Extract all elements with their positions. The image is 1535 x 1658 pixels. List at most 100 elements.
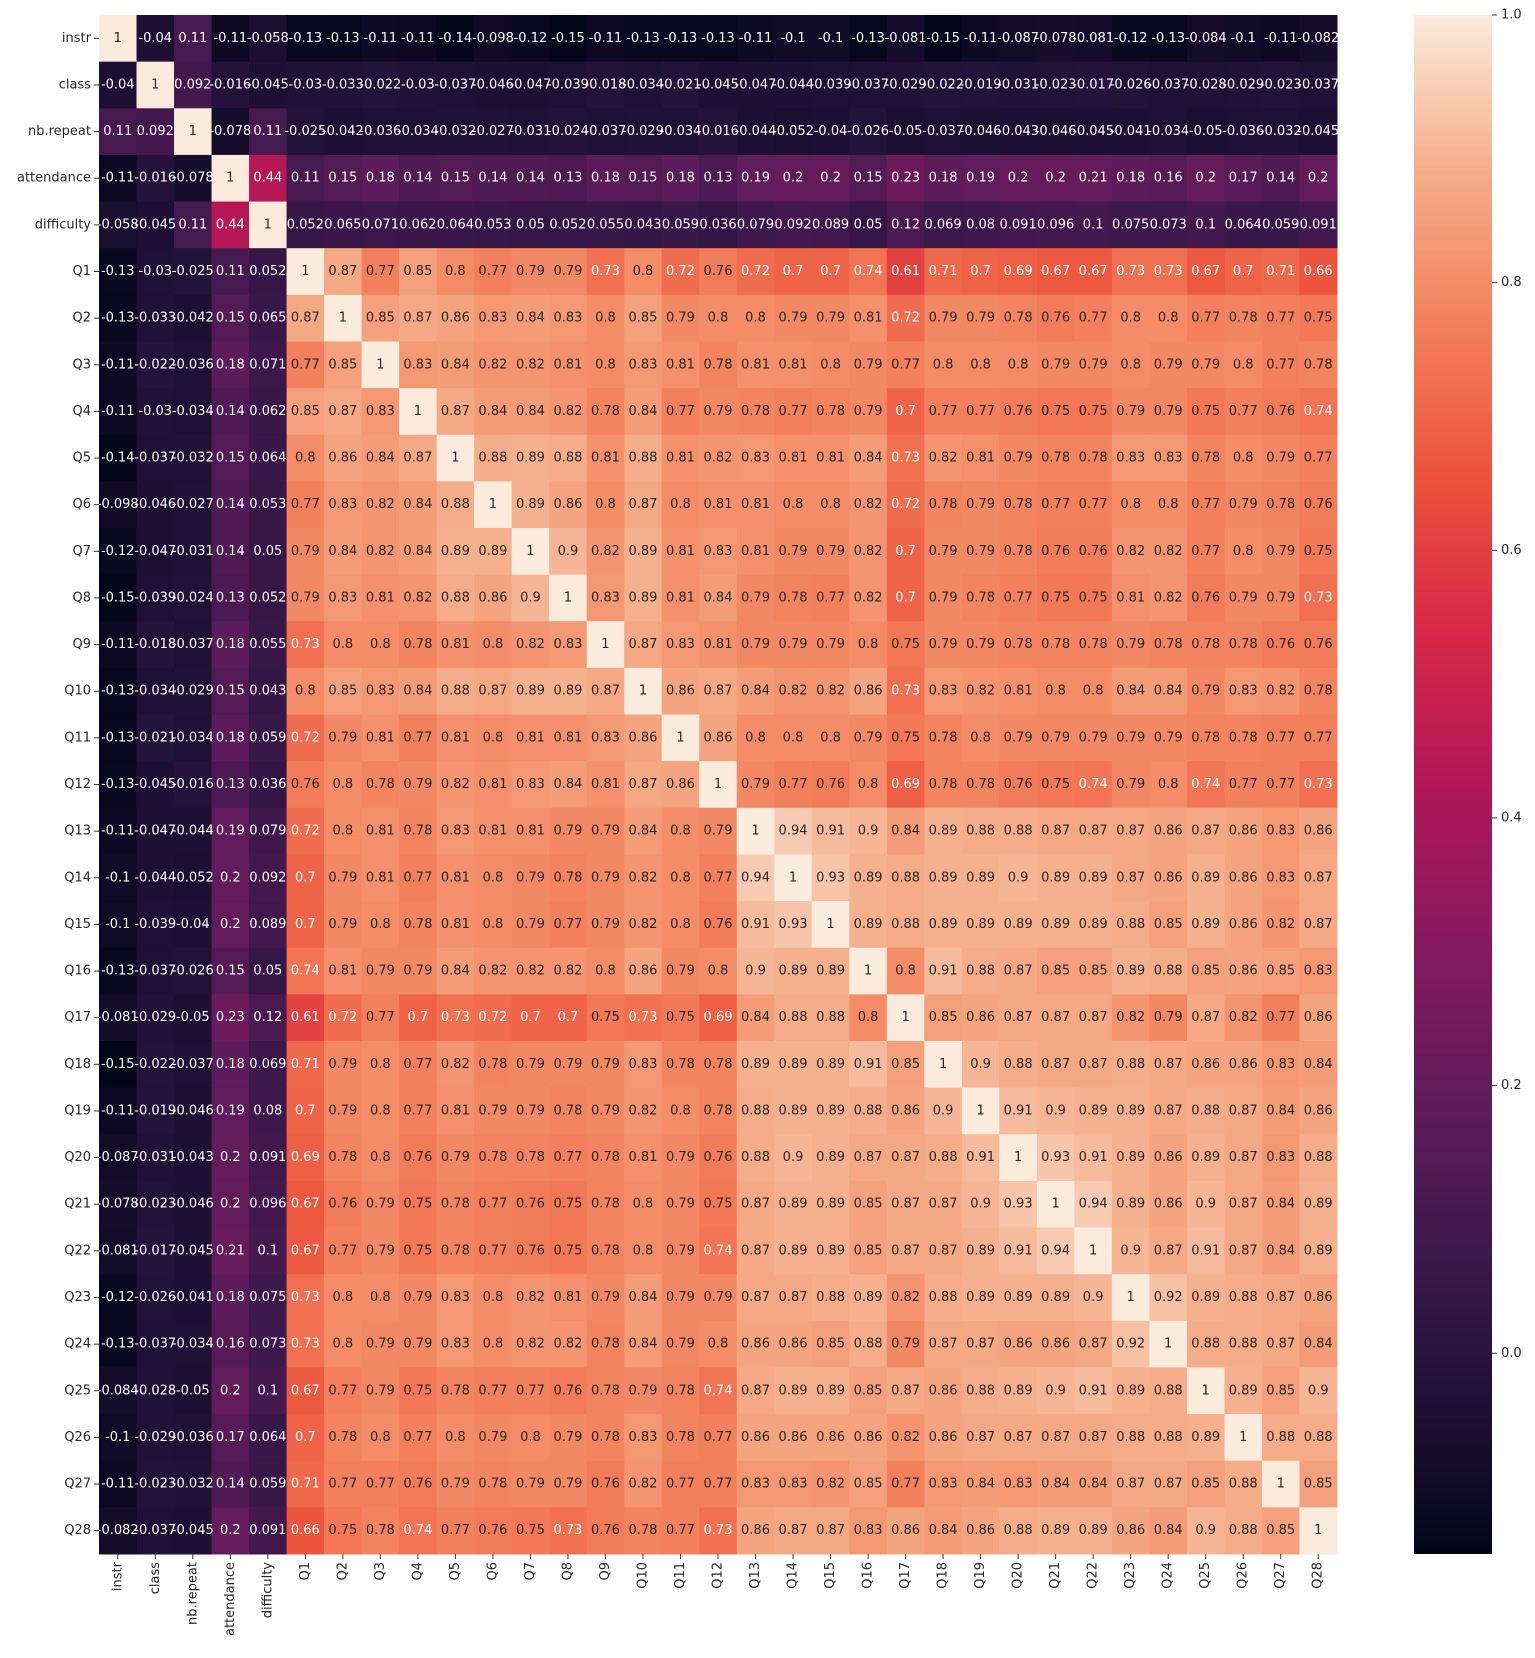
heatmap-cell <box>849 667 888 716</box>
heatmap-cell <box>436 294 475 342</box>
cell-annotation: 0.79 <box>366 1197 395 1212</box>
heatmap-cell <box>511 807 550 855</box>
heatmap-cell <box>624 947 663 995</box>
cell-annotation: 0.89 <box>1229 1383 1258 1398</box>
heatmap-cell <box>136 1227 175 1275</box>
heatmap-cell <box>1036 667 1075 716</box>
heatmap-cell <box>999 574 1038 622</box>
cell-annotation: -0.037 <box>134 1523 176 1538</box>
heatmap-cell <box>999 1414 1038 1462</box>
heatmap-cell <box>511 388 550 436</box>
cell-annotation: 0.89 <box>1004 1290 1033 1305</box>
heatmap-cell <box>1036 1414 1075 1462</box>
heatmap-cell <box>136 807 175 855</box>
cell-annotation: 0.89 <box>854 917 883 932</box>
colorbar-tick-label: 1.0 <box>1501 8 1522 23</box>
cell-annotation: 0.8 <box>820 730 841 745</box>
heatmap-cell <box>736 1227 775 1275</box>
cell-annotation: 0.8 <box>670 917 691 932</box>
heatmap-cell <box>924 667 963 716</box>
heatmap-cell <box>624 901 663 949</box>
heatmap-cell <box>286 667 325 716</box>
heatmap-cell <box>1074 1367 1113 1415</box>
heatmap-cell <box>849 574 888 622</box>
cell-annotation: 0.83 <box>741 1477 770 1492</box>
cell-annotation: 0.76 <box>403 1477 432 1492</box>
heatmap-cell <box>624 1507 663 1555</box>
heatmap-cell <box>1111 1134 1150 1182</box>
cell-annotation: 0.77 <box>1004 590 1033 605</box>
heatmap-cell <box>511 901 550 949</box>
cell-annotation: 0.89 <box>516 684 545 699</box>
heatmap-cell <box>811 1041 850 1089</box>
cell-annotation: 0.85 <box>854 1383 883 1398</box>
cell-annotation: 0.79 <box>1079 357 1108 372</box>
heatmap-cell <box>1299 388 1338 436</box>
heatmap-cell <box>1036 15 1075 63</box>
cell-annotation: 0.81 <box>591 451 620 466</box>
heatmap-cell <box>1224 108 1263 156</box>
cell-annotation: 0.81 <box>854 311 883 326</box>
cell-annotation: 0.87 <box>591 684 620 699</box>
cell-annotation: 0.82 <box>516 357 545 372</box>
cell-annotation: 0.11 <box>216 264 245 279</box>
heatmap-cell <box>211 341 250 389</box>
cell-annotation: 0.073 <box>249 1337 286 1352</box>
heatmap-cell <box>511 108 550 156</box>
heatmap-cell <box>586 1180 625 1229</box>
heatmap-cell <box>136 61 175 109</box>
cell-annotation: 0.88 <box>478 451 507 466</box>
heatmap-cell <box>661 1041 700 1089</box>
cell-annotation: 0.87 <box>628 497 657 512</box>
x-tick-label: Q2 <box>335 1562 350 1581</box>
heatmap-cell <box>699 1180 738 1229</box>
cell-annotation: -0.037 <box>1297 77 1339 92</box>
heatmap-cell <box>436 1414 475 1462</box>
cell-annotation: 0.13 <box>216 777 245 792</box>
cell-annotation: 0.7 <box>783 264 804 279</box>
cell-annotation: 0.79 <box>366 1337 395 1352</box>
colorbar-tick-label: 0.6 <box>1501 543 1522 558</box>
heatmap-cell <box>849 947 888 995</box>
heatmap-cell <box>924 621 963 669</box>
heatmap-cell <box>999 1460 1038 1508</box>
heatmap-cell <box>661 528 700 576</box>
heatmap-cell <box>699 108 738 156</box>
cell-annotation: 0.79 <box>666 1290 695 1305</box>
heatmap-cell <box>849 854 888 902</box>
cell-annotation: -0.044 <box>772 77 814 92</box>
cell-annotation: 0.78 <box>1079 451 1108 466</box>
heatmap-cell <box>1036 947 1075 995</box>
cell-annotation: 0.86 <box>1229 824 1258 839</box>
cell-annotation: 0.79 <box>516 1477 545 1492</box>
heatmap-cell <box>1149 1414 1188 1462</box>
heatmap-cell <box>999 1087 1038 1135</box>
cell-annotation: -0.1 <box>1231 31 1256 46</box>
heatmap-cell <box>136 294 175 342</box>
heatmap-cell <box>1074 15 1113 63</box>
cell-annotation: 0.69 <box>891 777 920 792</box>
cell-annotation: 0.091 <box>249 1523 286 1538</box>
cell-annotation: 0.87 <box>291 311 320 326</box>
heatmap-cell <box>924 947 963 995</box>
cell-annotation: 1 <box>1051 1197 1059 1212</box>
heatmap-cell <box>99 248 138 296</box>
cell-annotation: -0.032 <box>172 1477 214 1492</box>
cell-annotation: 0.87 <box>1229 1150 1258 1165</box>
heatmap-cell <box>174 294 213 342</box>
cell-annotation: 0.83 <box>328 497 357 512</box>
cell-annotation: -0.023 <box>1260 77 1302 92</box>
cell-annotation: 0.8 <box>1158 311 1179 326</box>
heatmap-cell <box>136 481 175 529</box>
heatmap-cell <box>474 761 513 809</box>
cell-annotation: -0.13 <box>101 311 135 326</box>
heatmap-cell <box>1186 901 1225 949</box>
cell-annotation: 0.8 <box>1233 544 1254 559</box>
cell-annotation: 0.86 <box>779 1337 808 1352</box>
cell-annotation: -0.052 <box>772 124 814 139</box>
heatmap-cell <box>1111 574 1150 622</box>
heatmap-cell <box>211 1507 250 1555</box>
heatmap-cell <box>1036 201 1075 249</box>
heatmap-cell <box>774 667 813 716</box>
heatmap-cell <box>324 1367 363 1415</box>
